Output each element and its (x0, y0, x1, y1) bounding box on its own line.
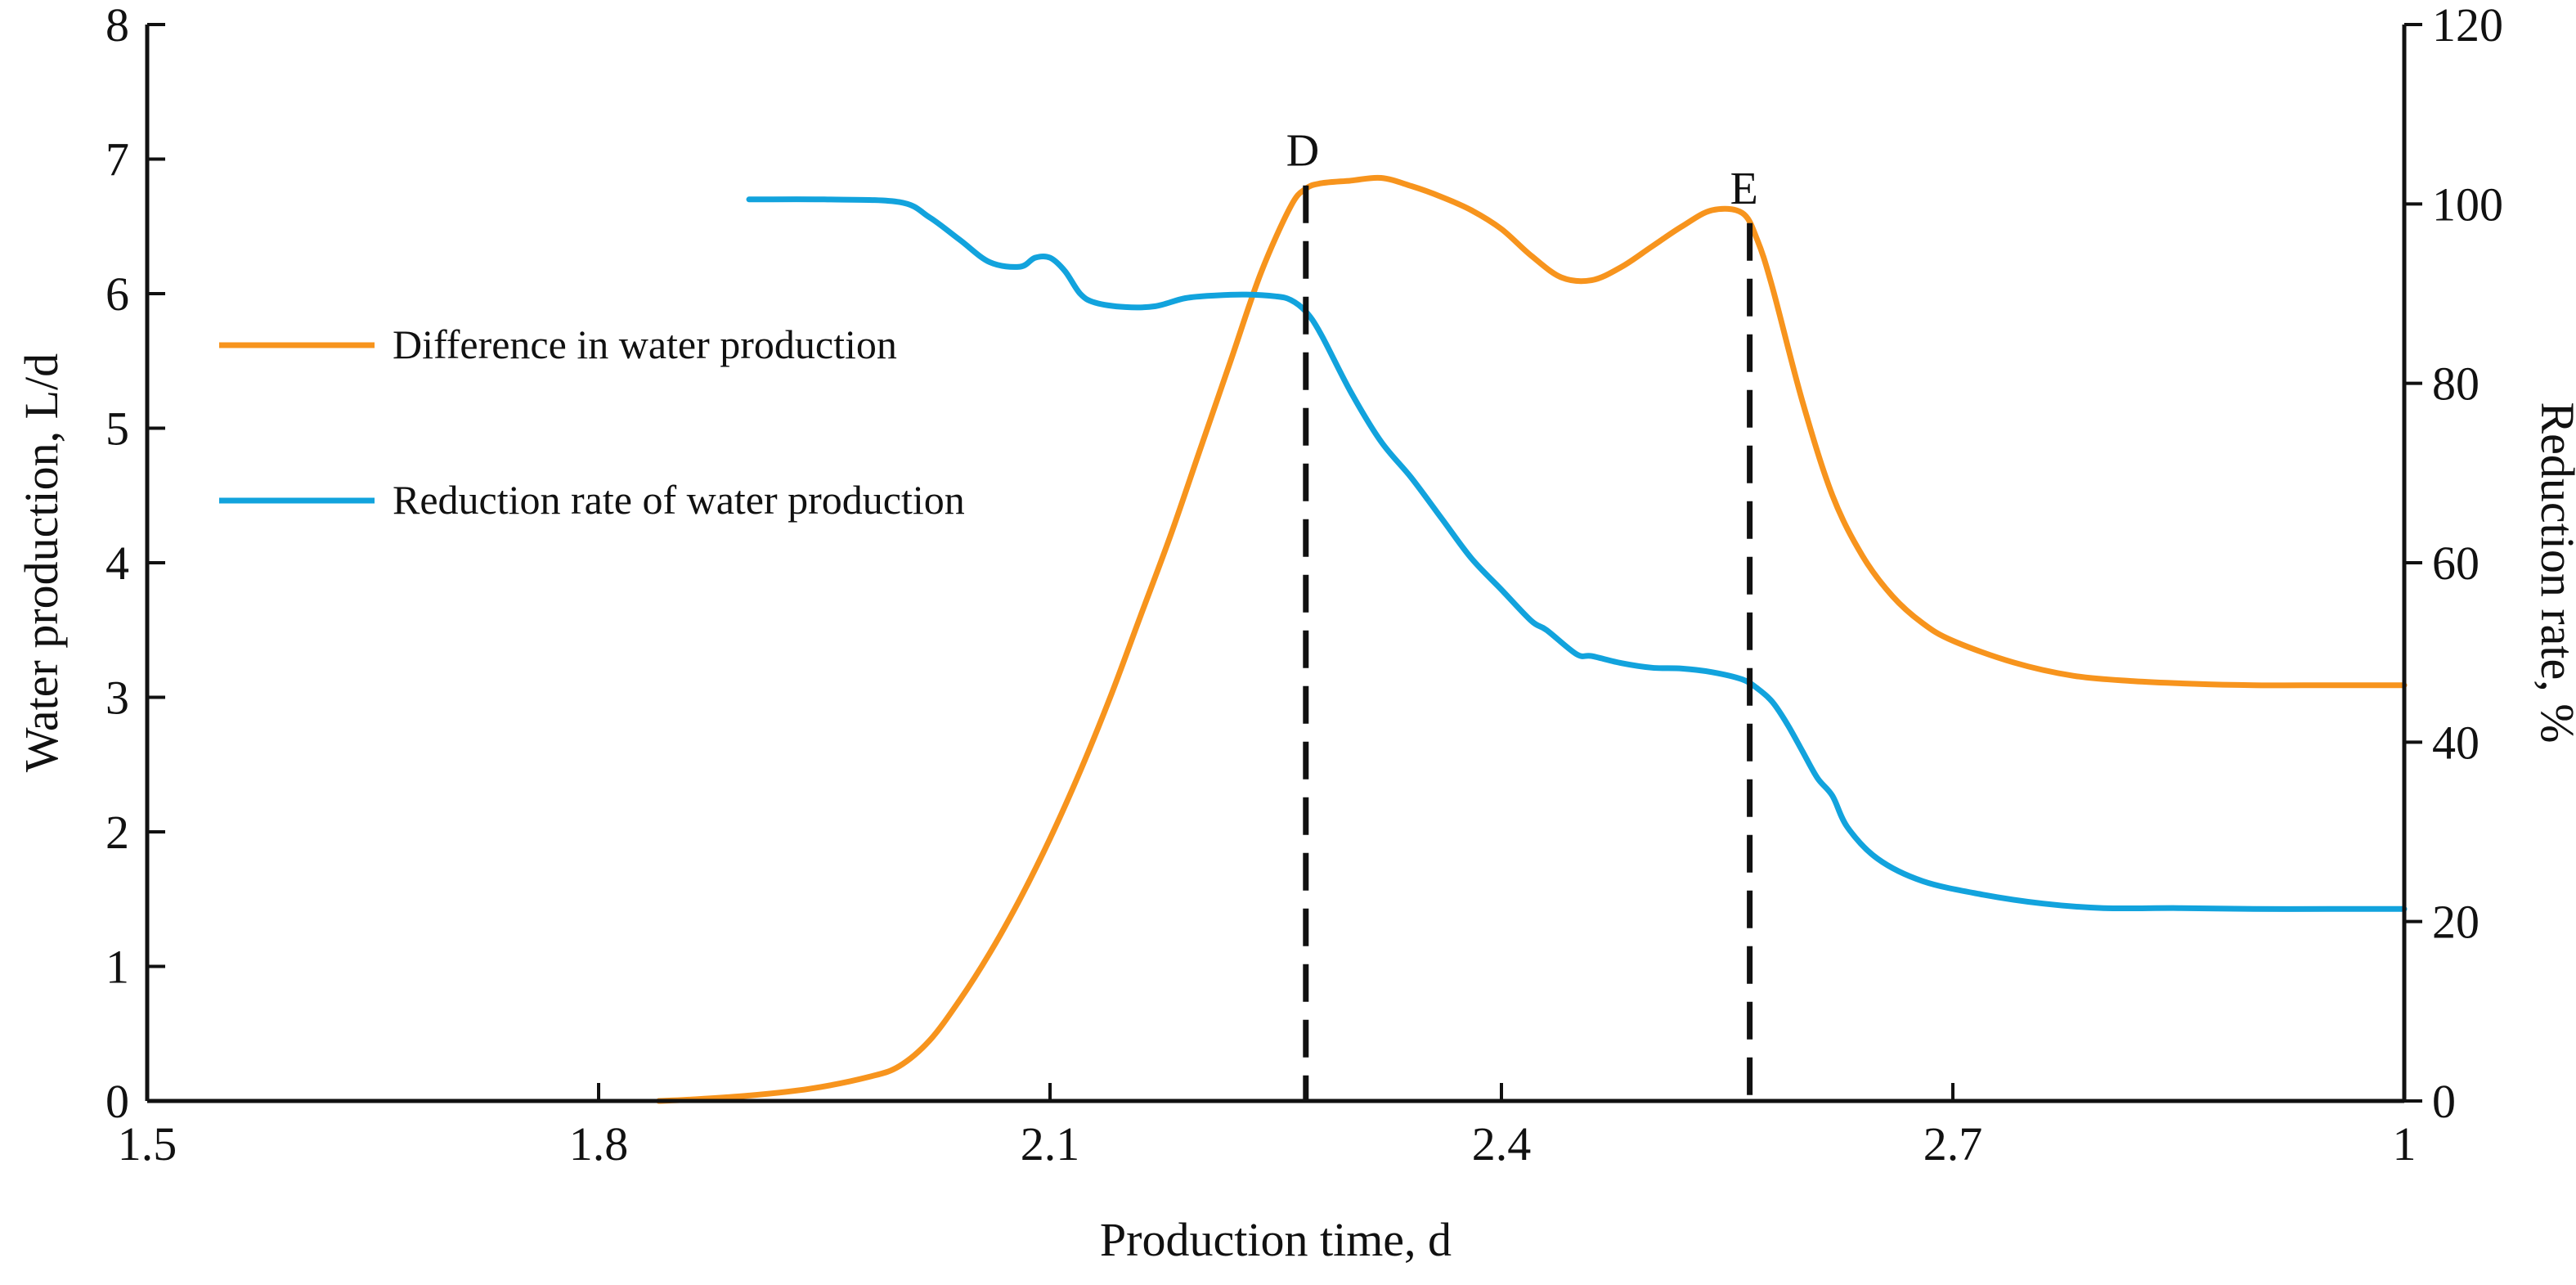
x-tick-label: 2.7 (1923, 1117, 1983, 1170)
y-axis-right-title: Reduction rate, % (2531, 402, 2576, 743)
y-tick-label: 8 (105, 0, 129, 52)
y2-tick-label: 20 (2432, 896, 2480, 949)
y-tick-label: 6 (105, 267, 129, 321)
y-tick-label: 3 (105, 672, 129, 725)
series-line-difference-in-water-production (656, 174, 2408, 1104)
x-axis-title: Production time, d (1100, 1213, 1452, 1266)
axis-layer (145, 25, 2407, 1103)
y-tick-label: 2 (105, 806, 129, 859)
x-tick-label: 1 (2393, 1117, 2417, 1170)
marker-label-d: D (1286, 126, 1319, 177)
x-tick-label: 2.1 (1021, 1117, 1080, 1170)
y2-tick-label: 0 (2432, 1075, 2456, 1128)
y2-tick-label: 60 (2432, 537, 2480, 590)
x-tick-label: 1.5 (118, 1117, 177, 1170)
y2-tick-label: 40 (2432, 716, 2480, 769)
series-line-reduction-rate-of-water-production (746, 196, 2408, 912)
y-tick-label: 5 (105, 402, 129, 456)
marker-layer: DE (1286, 126, 1758, 1101)
x-tick-label: 2.4 (1472, 1117, 1532, 1170)
y-tick-label: 0 (105, 1075, 129, 1128)
y2-tick-label: 100 (2432, 177, 2503, 231)
x-tick-label: 1.8 (569, 1117, 629, 1170)
series-layer (656, 174, 2408, 1104)
legend-label-reduction: Reduction rate of water production (393, 477, 965, 523)
y2-tick-label: 120 (2432, 0, 2503, 52)
legend: Difference in water production Reduction… (219, 321, 965, 523)
legend-label-difference: Difference in water production (393, 321, 897, 367)
y2-tick-label: 80 (2432, 357, 2480, 411)
y-tick-label: 1 (105, 941, 129, 994)
y-tick-label: 4 (105, 537, 129, 590)
y-axis-left-title: Water production, L/d (15, 353, 68, 772)
y-tick-label: 7 (105, 133, 129, 186)
marker-label-e: E (1730, 164, 1758, 214)
